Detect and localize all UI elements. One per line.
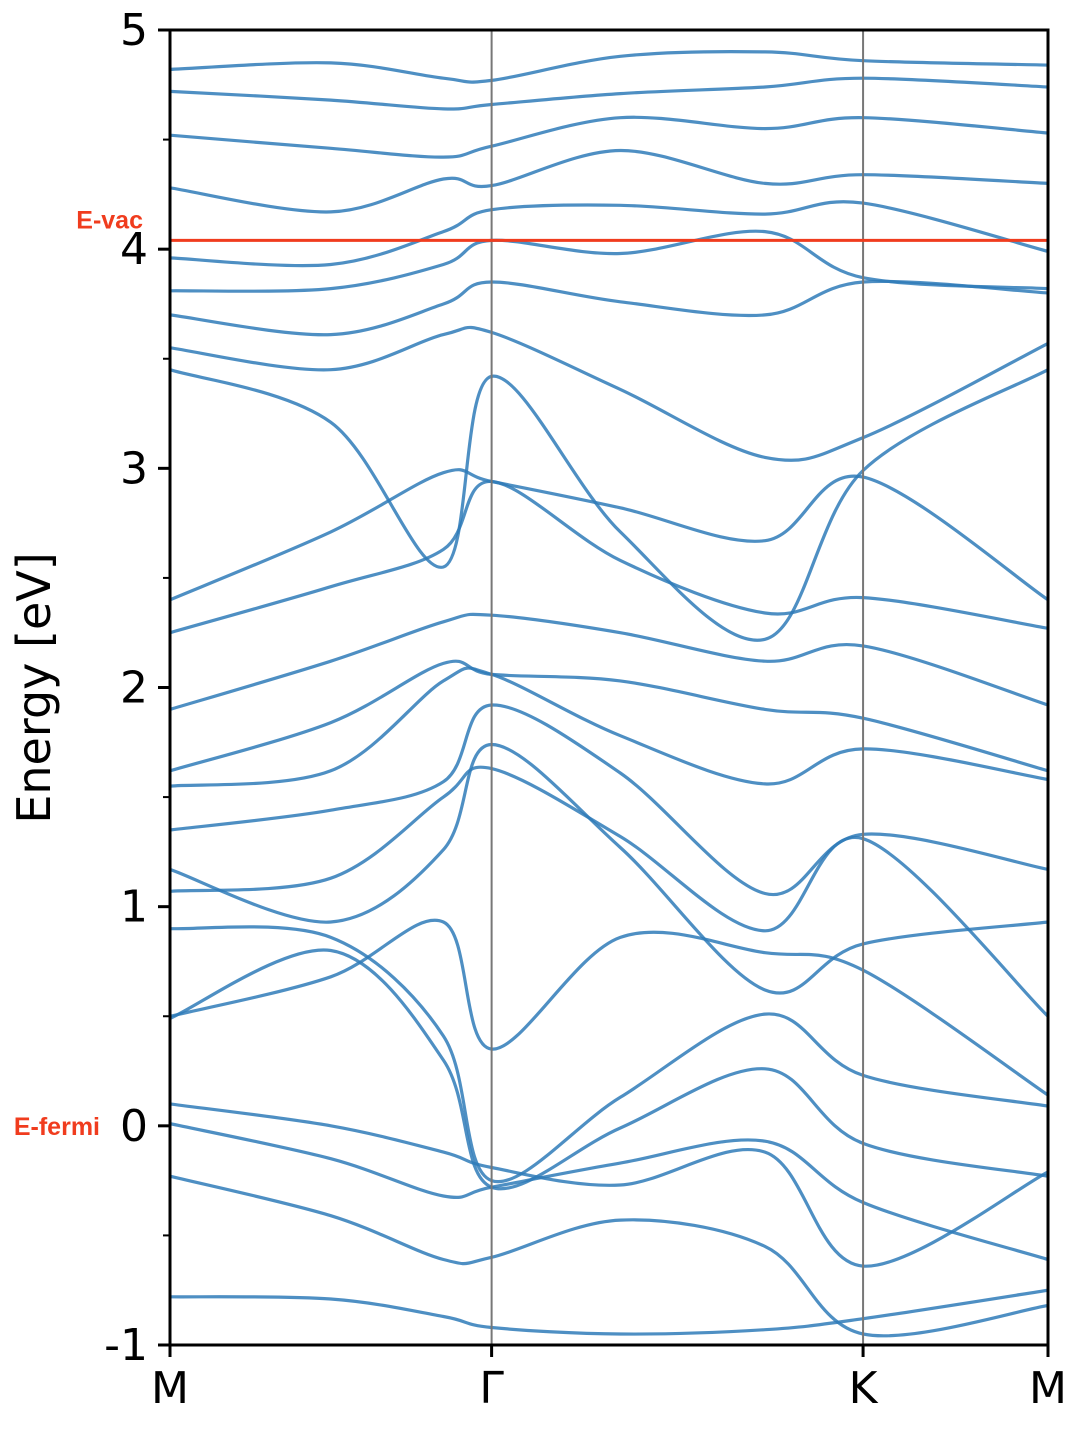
y-tick-label: 3: [120, 443, 148, 494]
plot-frame: [168, 28, 1050, 1347]
band-line-24: [170, 50, 1048, 84]
band-line-16: [170, 368, 1048, 642]
band-line-5: [170, 948, 1048, 1191]
y-tick-label: 0: [120, 1101, 148, 1152]
band-line-21: [170, 148, 1048, 214]
x-tick-label: M: [1029, 1363, 1067, 1414]
band-line-10: [170, 703, 1048, 897]
band-line-3: [170, 1122, 1048, 1262]
y-tick-label: 5: [120, 5, 148, 56]
e-fermi-label: E-fermi: [14, 1113, 100, 1141]
y-tick-label: -1: [104, 1320, 148, 1371]
y-tick-label: 2: [120, 663, 148, 714]
y-axis-title: Energy [eV]: [7, 552, 61, 823]
band-line-4: [170, 1102, 1048, 1268]
band-line-11: [170, 666, 1048, 788]
band-line-8: [170, 765, 1048, 1018]
band-line-23: [170, 76, 1048, 111]
x-tick-label: K: [849, 1363, 879, 1414]
x-tick-label: Γ: [479, 1363, 504, 1414]
band-line-7: [170, 925, 1048, 1184]
band-lines: [170, 50, 1048, 1338]
y-tick-label: 4: [120, 224, 148, 275]
high-symmetry-lines: [490, 30, 865, 1345]
band-line-1: [170, 1288, 1048, 1336]
y-axis: 5 4 3 2 1 0 -1: [104, 5, 170, 1371]
band-line-13: [170, 612, 1048, 711]
y-tick-label: 1: [120, 882, 148, 933]
annotations: E-vac E-fermi: [14, 206, 143, 1140]
band-line-17: [170, 325, 1048, 462]
e-vac-label: E-vac: [76, 206, 143, 234]
band-line-6: [170, 918, 1048, 1097]
band-line-15: [170, 468, 1048, 602]
band-line-9: [170, 742, 1048, 995]
x-tick-label: M: [151, 1363, 189, 1414]
